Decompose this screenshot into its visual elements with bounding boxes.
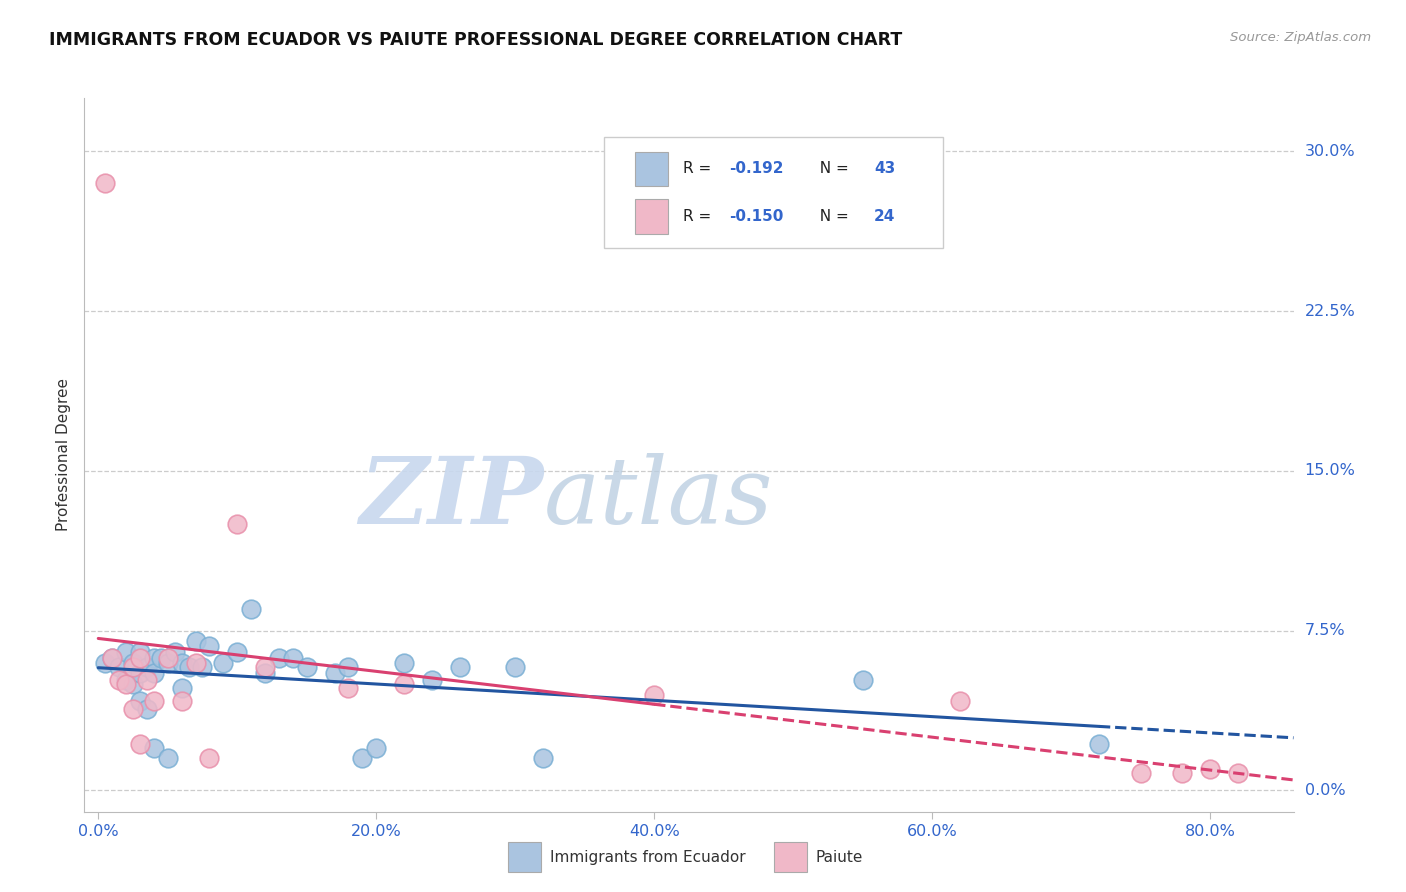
Point: [94, 656, 117, 670]
Point: [191, 660, 214, 674]
Point: [198, 639, 221, 653]
Point: [323, 666, 346, 681]
Text: 22.5%: 22.5%: [1305, 303, 1355, 318]
Point: [135, 673, 157, 687]
Point: [142, 694, 165, 708]
Point: [142, 740, 165, 755]
Text: Immigrants from Ecuador: Immigrants from Ecuador: [550, 850, 745, 865]
Point: [156, 651, 179, 665]
Point: [135, 660, 157, 674]
Point: [352, 751, 374, 765]
Text: -0.192: -0.192: [728, 161, 783, 177]
Point: [295, 660, 318, 674]
Point: [1088, 737, 1111, 751]
Text: Paiute: Paiute: [815, 850, 863, 865]
Point: [170, 681, 193, 695]
Point: [101, 651, 124, 665]
Point: [149, 651, 172, 665]
Point: [122, 702, 145, 716]
Point: [337, 660, 360, 674]
Point: [170, 694, 193, 708]
Point: [184, 656, 207, 670]
Text: N =: N =: [810, 209, 853, 224]
Point: [267, 651, 290, 665]
Point: [122, 677, 145, 691]
Point: [254, 666, 277, 681]
Point: [94, 177, 117, 191]
Point: [212, 656, 235, 670]
Text: 15.0%: 15.0%: [1305, 464, 1355, 478]
Point: [129, 737, 152, 751]
Point: [198, 751, 221, 765]
FancyBboxPatch shape: [508, 842, 541, 872]
Text: atlas: atlas: [544, 453, 773, 542]
Point: [1199, 762, 1222, 776]
Point: [281, 651, 304, 665]
Point: [156, 751, 179, 765]
FancyBboxPatch shape: [634, 152, 668, 186]
Text: 7.5%: 7.5%: [1305, 624, 1346, 638]
Text: IMMIGRANTS FROM ECUADOR VS PAIUTE PROFESSIONAL DEGREE CORRELATION CHART: IMMIGRANTS FROM ECUADOR VS PAIUTE PROFES…: [49, 31, 903, 49]
Point: [101, 651, 124, 665]
Point: [156, 656, 179, 670]
Point: [108, 660, 131, 674]
Text: N =: N =: [810, 161, 853, 177]
Point: [122, 656, 145, 670]
Point: [115, 645, 138, 659]
Point: [531, 751, 554, 765]
Point: [1171, 766, 1194, 780]
Point: [177, 660, 200, 674]
Point: [142, 651, 165, 665]
Point: [163, 645, 186, 659]
Point: [366, 740, 388, 755]
Point: [449, 660, 471, 674]
Point: [643, 688, 665, 702]
Point: [129, 666, 152, 681]
Point: [170, 656, 193, 670]
Point: [108, 673, 131, 687]
Point: [135, 702, 157, 716]
Point: [392, 656, 415, 670]
Point: [852, 673, 875, 687]
Text: ZIP: ZIP: [360, 453, 544, 542]
Point: [129, 694, 152, 708]
Point: [949, 694, 972, 708]
Point: [1129, 766, 1152, 780]
Point: [337, 681, 360, 695]
Point: [129, 651, 152, 665]
Point: [503, 660, 526, 674]
Text: 0.0%: 0.0%: [1305, 783, 1346, 798]
Point: [254, 660, 277, 674]
Point: [184, 634, 207, 648]
Text: R =: R =: [683, 209, 716, 224]
Text: R =: R =: [683, 161, 716, 177]
FancyBboxPatch shape: [605, 137, 943, 248]
Point: [122, 660, 145, 674]
Text: 24: 24: [875, 209, 896, 224]
Text: 43: 43: [875, 161, 896, 177]
Point: [115, 677, 138, 691]
Text: Source: ZipAtlas.com: Source: ZipAtlas.com: [1230, 31, 1371, 45]
Point: [392, 677, 415, 691]
Point: [1226, 766, 1249, 780]
Point: [420, 673, 443, 687]
Point: [142, 666, 165, 681]
Point: [226, 645, 249, 659]
FancyBboxPatch shape: [773, 842, 807, 872]
Text: -0.150: -0.150: [728, 209, 783, 224]
Point: [226, 517, 249, 532]
Text: 30.0%: 30.0%: [1305, 144, 1355, 159]
Y-axis label: Professional Degree: Professional Degree: [56, 378, 72, 532]
Point: [115, 673, 138, 687]
Point: [129, 645, 152, 659]
Point: [240, 602, 263, 616]
FancyBboxPatch shape: [634, 200, 668, 234]
